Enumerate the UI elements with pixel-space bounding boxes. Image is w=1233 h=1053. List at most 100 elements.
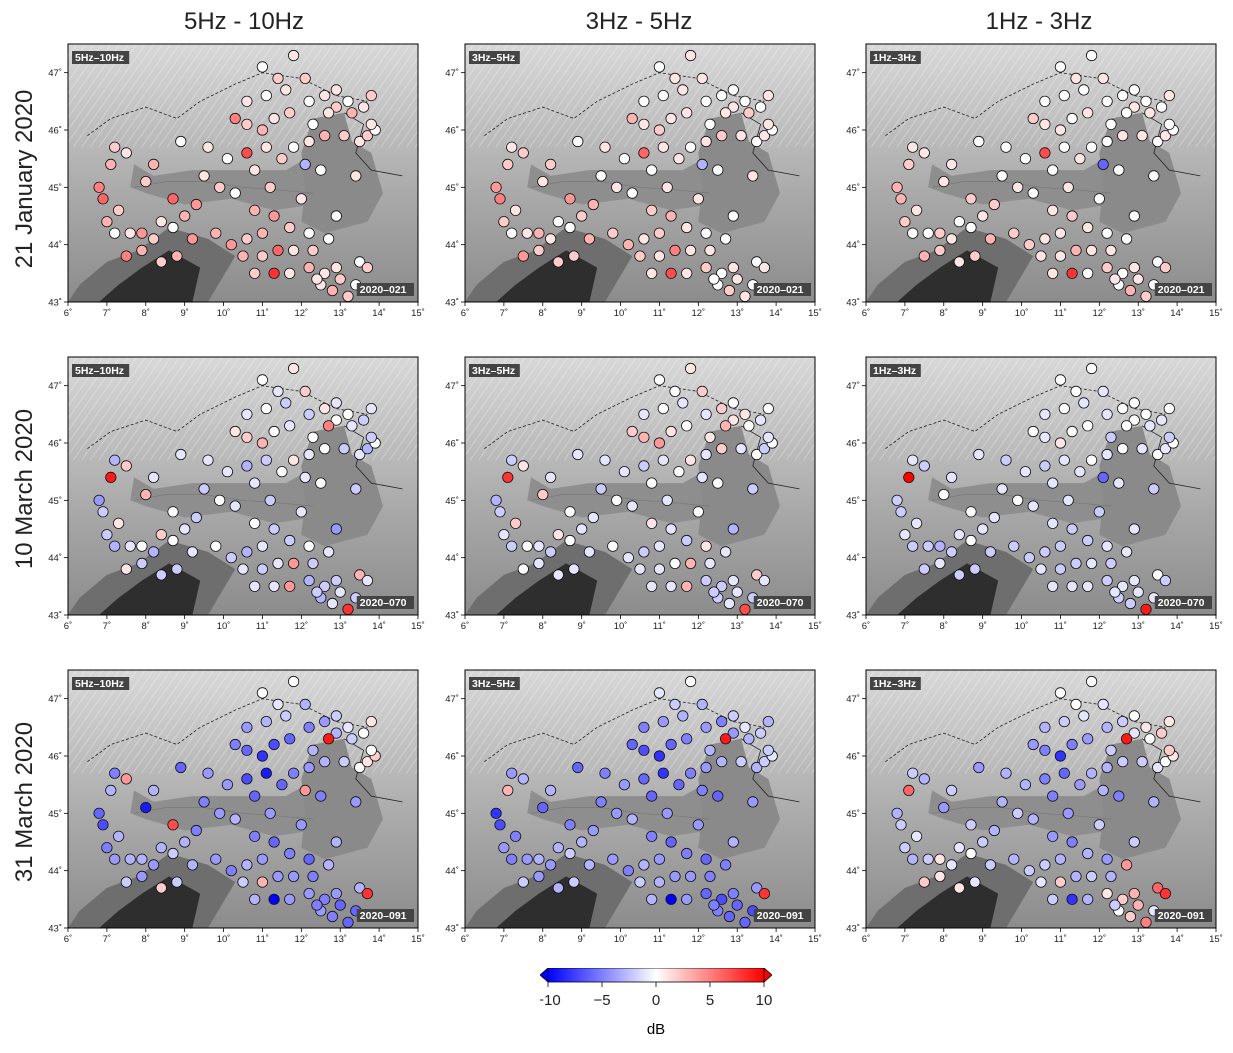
station-marker — [1027, 813, 1039, 825]
station-marker — [315, 790, 327, 802]
y-tick-label: 44˚ — [445, 553, 459, 564]
station-marker — [202, 141, 214, 153]
x-tick-label: 15˚ — [808, 308, 822, 319]
station-marker — [1148, 796, 1160, 808]
station-marker — [1086, 362, 1098, 375]
station-marker — [1054, 437, 1066, 449]
station-marker — [622, 239, 634, 251]
date-label: 2020–070 — [1158, 597, 1205, 609]
station-marker — [190, 511, 202, 524]
station-marker — [264, 807, 276, 819]
station-marker — [136, 853, 148, 865]
station-marker — [315, 164, 327, 176]
station-marker — [1163, 89, 1175, 102]
station-marker — [365, 89, 377, 102]
station-marker — [910, 830, 923, 842]
station-marker — [669, 870, 681, 882]
station-marker — [669, 557, 681, 569]
x-tick-label: 9˚ — [978, 934, 986, 945]
station-marker — [1074, 466, 1086, 478]
y-tick-label: 44˚ — [445, 240, 459, 251]
adriatic-sea — [698, 112, 780, 234]
station-marker — [326, 597, 338, 610]
station-marker — [568, 876, 580, 888]
band-label-bg — [469, 364, 520, 377]
station-marker — [1121, 233, 1133, 245]
station-marker — [1101, 721, 1113, 733]
station-marker — [533, 227, 545, 239]
station-marker — [509, 830, 522, 842]
station-marker — [1062, 181, 1074, 193]
station-marker — [268, 523, 280, 535]
station-marker — [673, 779, 685, 791]
coastline — [1141, 425, 1201, 490]
station-marker — [506, 227, 518, 239]
station-marker — [268, 425, 280, 438]
station-marker — [361, 130, 373, 142]
date-label-bg — [753, 909, 811, 922]
station-marker — [330, 888, 342, 900]
station-marker — [700, 95, 712, 107]
station-marker — [1159, 443, 1171, 455]
station-marker — [657, 454, 669, 466]
station-marker — [1144, 420, 1156, 432]
x-tick-label: 9˚ — [180, 308, 188, 319]
x-tick-label: 9˚ — [180, 621, 188, 632]
station-marker — [326, 284, 338, 297]
station-marker — [537, 176, 549, 188]
station-marker — [638, 147, 650, 159]
station-marker — [899, 216, 911, 228]
station-marker — [494, 193, 506, 205]
station-marker — [517, 250, 529, 262]
x-tick-label: 11˚ — [653, 308, 666, 319]
station-marker — [288, 454, 300, 466]
station-marker — [365, 744, 377, 756]
colorbar-tick-label: −10 — [540, 992, 561, 1009]
station-marker — [1054, 250, 1066, 262]
map-frame — [67, 669, 419, 929]
station-marker — [751, 761, 763, 774]
station-marker — [977, 523, 989, 535]
station-marker — [938, 176, 950, 188]
station-marker — [365, 402, 377, 415]
station-marker — [934, 853, 946, 865]
station-marker — [319, 715, 331, 728]
colorbar: −10 −5 0 5 10 dB — [535, 967, 773, 1048]
station-marker — [350, 796, 362, 808]
station-marker — [521, 853, 533, 865]
station-marker — [288, 557, 300, 569]
station-marker — [256, 750, 268, 762]
station-marker — [319, 580, 331, 592]
station-marker — [229, 425, 241, 438]
station-marker — [490, 494, 502, 506]
station-marker — [607, 853, 619, 865]
station-marker — [120, 876, 132, 888]
station-marker — [1136, 443, 1148, 455]
station-marker — [576, 523, 588, 535]
station-marker — [361, 756, 373, 768]
station-marker — [124, 540, 136, 552]
adriatic-sea — [301, 425, 383, 547]
station-marker — [101, 842, 113, 854]
station-marker — [1047, 477, 1059, 489]
station-marker — [186, 859, 199, 871]
station-marker — [1109, 273, 1121, 285]
station-marker — [323, 733, 335, 745]
station-marker — [1054, 750, 1066, 762]
station-marker — [595, 170, 607, 182]
station-marker — [953, 256, 965, 268]
x-tick-label: 6˚ — [461, 621, 469, 632]
station-marker — [1124, 597, 1136, 610]
station-marker — [249, 477, 261, 489]
station-marker — [330, 836, 342, 848]
station-marker — [155, 882, 167, 894]
station-marker — [1117, 756, 1129, 768]
station-marker — [1124, 284, 1136, 297]
station-marker — [1093, 506, 1105, 518]
station-marker — [334, 586, 346, 598]
station-marker — [1105, 118, 1117, 130]
alps-relief — [465, 670, 815, 774]
station-marker — [354, 569, 366, 581]
station-marker — [276, 153, 288, 165]
station-marker — [653, 563, 665, 575]
